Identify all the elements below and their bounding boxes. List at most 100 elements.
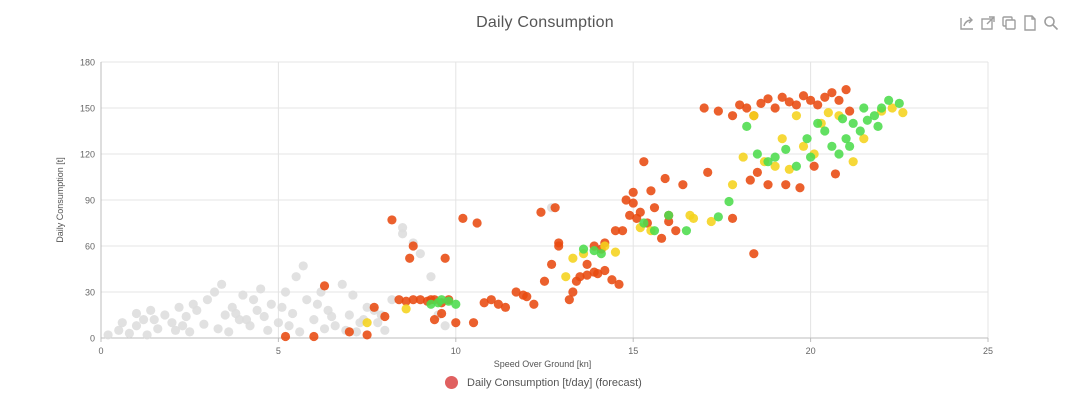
data-point-green [873, 121, 883, 131]
data-point-yellow [362, 318, 372, 328]
data-point-green [596, 249, 606, 259]
share-icon[interactable] [958, 14, 976, 32]
data-point-green [862, 115, 872, 125]
data-point-orange [617, 226, 628, 236]
data-point-orange [713, 106, 723, 116]
data-point-yellow [859, 134, 869, 144]
data-point-green [894, 98, 904, 108]
data-point-orange [649, 203, 660, 213]
data-point-grey [309, 315, 319, 325]
y-tick-label: 90 [85, 196, 95, 206]
data-point-grey [131, 308, 142, 319]
data-point-yellow [770, 161, 780, 171]
data-point-orange [656, 233, 667, 243]
data-point-orange [745, 175, 755, 185]
data-point-orange [437, 308, 447, 319]
data-point-orange [405, 253, 415, 263]
data-point-yellow [568, 253, 578, 263]
data-point-orange [369, 302, 379, 312]
data-point-orange [408, 241, 418, 251]
data-point-orange [777, 92, 787, 102]
data-point-orange [632, 213, 642, 223]
data-point-green [859, 103, 869, 113]
x-tick-label: 20 [806, 346, 816, 356]
data-point-yellow [823, 108, 833, 118]
data-point-green [770, 152, 780, 162]
data-point-green [791, 161, 802, 171]
data-point-green [848, 118, 858, 128]
search-icon[interactable] [1042, 14, 1060, 32]
data-point-orange [511, 287, 521, 297]
document-icon[interactable] [1021, 14, 1039, 32]
data-point-grey [344, 310, 354, 320]
data-point-green [827, 141, 837, 151]
data-point-grey [252, 305, 262, 315]
data-point-grey [231, 308, 241, 319]
open-external-icon[interactable] [979, 14, 997, 32]
data-point-orange [671, 226, 681, 236]
data-point-grey [217, 279, 227, 289]
data-point-green [437, 295, 447, 305]
data-point-grey [440, 321, 450, 331]
legend-marker [445, 376, 458, 389]
data-point-orange [401, 296, 411, 306]
data-point-yellow [738, 152, 748, 162]
data-point-grey [298, 261, 308, 271]
data-point-orange [806, 95, 816, 105]
data-point-orange [820, 92, 830, 102]
data-point-yellow [848, 157, 858, 167]
data-point-orange [735, 100, 745, 110]
data-point-green [876, 103, 887, 113]
data-point-grey [348, 290, 358, 300]
data-point-grey [373, 318, 383, 328]
data-point-orange [546, 259, 557, 269]
data-point-orange [841, 85, 851, 95]
data-point-yellow [561, 272, 571, 282]
data-point-orange [522, 292, 532, 302]
chart-toolbar [958, 14, 1060, 32]
data-point-orange [784, 97, 794, 107]
data-point-orange [646, 186, 656, 196]
data-point-grey [153, 324, 163, 334]
data-point-orange [795, 183, 805, 193]
data-point-orange [458, 213, 468, 223]
y-axis-label: Daily Consumption [t] [55, 157, 65, 243]
data-point-orange [500, 302, 511, 312]
data-point-orange [582, 270, 592, 280]
data-point-grey [397, 223, 408, 233]
data-point-grey [337, 279, 347, 289]
data-point-yellow [784, 164, 794, 174]
y-tick-label: 60 [85, 242, 95, 252]
data-point-orange [827, 88, 837, 98]
data-point-yellow [401, 304, 411, 314]
data-point-orange [479, 298, 489, 308]
data-point-yellow [706, 216, 716, 227]
data-point-grey [327, 311, 337, 322]
data-point-green [834, 149, 844, 159]
data-point-green [752, 149, 762, 159]
data-point-green [781, 144, 791, 154]
data-point-grey [380, 325, 390, 335]
data-point-orange [770, 103, 780, 113]
data-point-grey [167, 318, 177, 328]
data-point-orange [830, 169, 841, 179]
x-tick-label: 10 [451, 346, 461, 356]
data-point-green [820, 126, 830, 136]
data-point-orange [752, 167, 762, 177]
data-point-orange [727, 213, 738, 223]
data-point-green [578, 244, 589, 254]
data-point-grey [387, 295, 397, 305]
data-point-grey [312, 299, 323, 309]
data-point-green [742, 121, 752, 131]
data-point-orange [621, 195, 631, 205]
copy-icon[interactable] [1000, 14, 1018, 32]
legend[interactable]: Daily Consumption [t/day] (forecast) [445, 376, 642, 389]
data-point-grey [170, 325, 181, 335]
data-point-orange [493, 299, 503, 309]
data-point-orange [660, 173, 670, 184]
data-point-orange [600, 265, 610, 276]
data-point-grey [248, 295, 259, 305]
data-point-green [681, 226, 692, 236]
data-point-orange [344, 327, 354, 337]
